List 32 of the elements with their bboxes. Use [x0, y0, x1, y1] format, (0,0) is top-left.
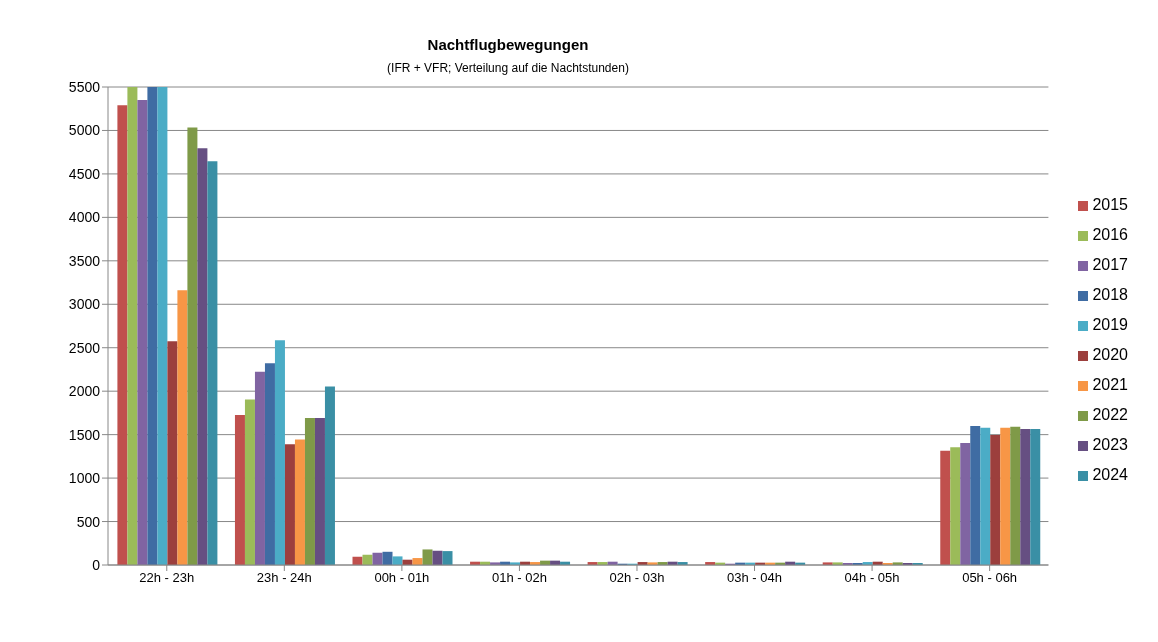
x-tick-label: 22h - 23h [139, 570, 195, 586]
legend-label: 2020 [1092, 346, 1128, 363]
x-tick-label: 00h - 01h [374, 570, 430, 586]
y-tick-label: 0 [92, 556, 101, 573]
x-tick-label: 02h - 03h [609, 570, 665, 586]
legend-label: 2018 [1092, 286, 1128, 303]
x-tick-label: 23h - 24h [256, 570, 312, 586]
x-tick-label: 01h - 02h [491, 570, 547, 586]
y-tick-label: 500 [76, 513, 101, 530]
y-tick-label: 3500 [68, 252, 101, 269]
x-tick-label: 03h - 04h [727, 570, 782, 586]
legend-label: 2024 [1092, 466, 1128, 483]
y-tick-label: 1000 [68, 470, 101, 487]
x-tick-label: 04h - 05h [844, 570, 900, 586]
y-tick-label: 3000 [68, 296, 101, 313]
legend-label: 2017 [1092, 256, 1128, 273]
legend-label: 2015 [1092, 196, 1128, 213]
legend-label: 2016 [1092, 226, 1128, 243]
y-tick-label: 2000 [68, 383, 101, 400]
y-tick-label: 2500 [68, 339, 101, 356]
legend-label: 2023 [1092, 436, 1128, 453]
legend-label: 2022 [1092, 406, 1128, 423]
y-tick-label: 1500 [68, 426, 101, 443]
legend-label: 2019 [1092, 316, 1128, 333]
x-tick-label: 05h - 06h [962, 570, 1018, 586]
y-tick-label: 5500 [68, 78, 101, 95]
chart-subtitle: (IFR + VFR; Verteilung auf die Nachtstunden) [386, 61, 630, 75]
y-tick-label: 5000 [68, 122, 101, 139]
legend-label: 2021 [1092, 376, 1128, 393]
y-tick-label: 4500 [68, 165, 101, 182]
y-tick-label: 4000 [68, 209, 101, 226]
chart-title: Nachtflugbewegungen [426, 36, 590, 53]
